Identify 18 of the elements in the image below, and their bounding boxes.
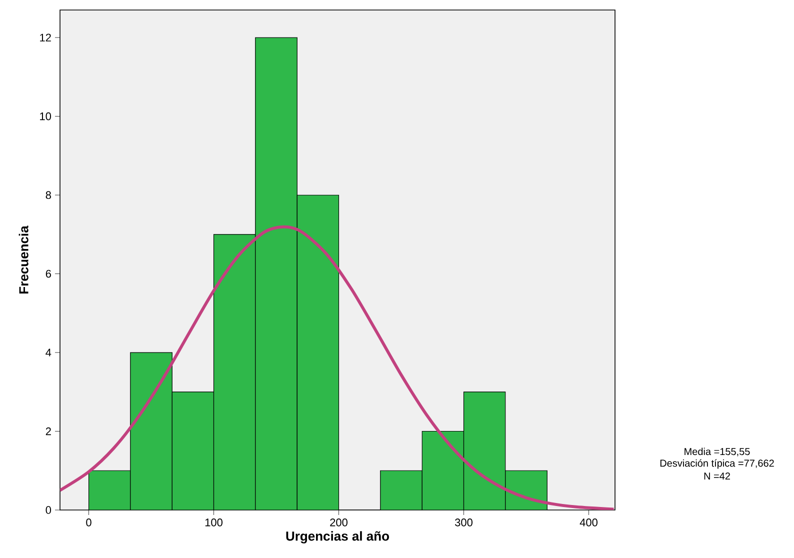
x-tick-label: 0 — [86, 518, 92, 526]
y-tick-label: 6 — [46, 270, 51, 278]
text: Media =155,55 — [684, 448, 750, 456]
line-series — [60, 225, 616, 510]
text: Desviación típica =77,662 — [660, 459, 774, 469]
x-tick-label: 100 — [205, 518, 222, 526]
x-tick-label: 200 — [330, 518, 348, 526]
y-tick-label: 4 — [46, 348, 52, 356]
y-axis-title: Frecuencia — [18, 226, 28, 294]
y-tick-label: 2 — [46, 427, 51, 436]
y-tick-label: 0 — [46, 506, 52, 514]
text: N =42 — [704, 472, 730, 480]
y-tick-label: 10 — [40, 112, 52, 120]
x-axis-title: Urgencias al año — [286, 531, 389, 544]
x-tick-label: 300 — [455, 518, 472, 526]
y-tick-label: 8 — [46, 191, 51, 199]
y-tick-label: 12 — [40, 34, 51, 42]
x-tick-label: 400 — [580, 518, 598, 526]
